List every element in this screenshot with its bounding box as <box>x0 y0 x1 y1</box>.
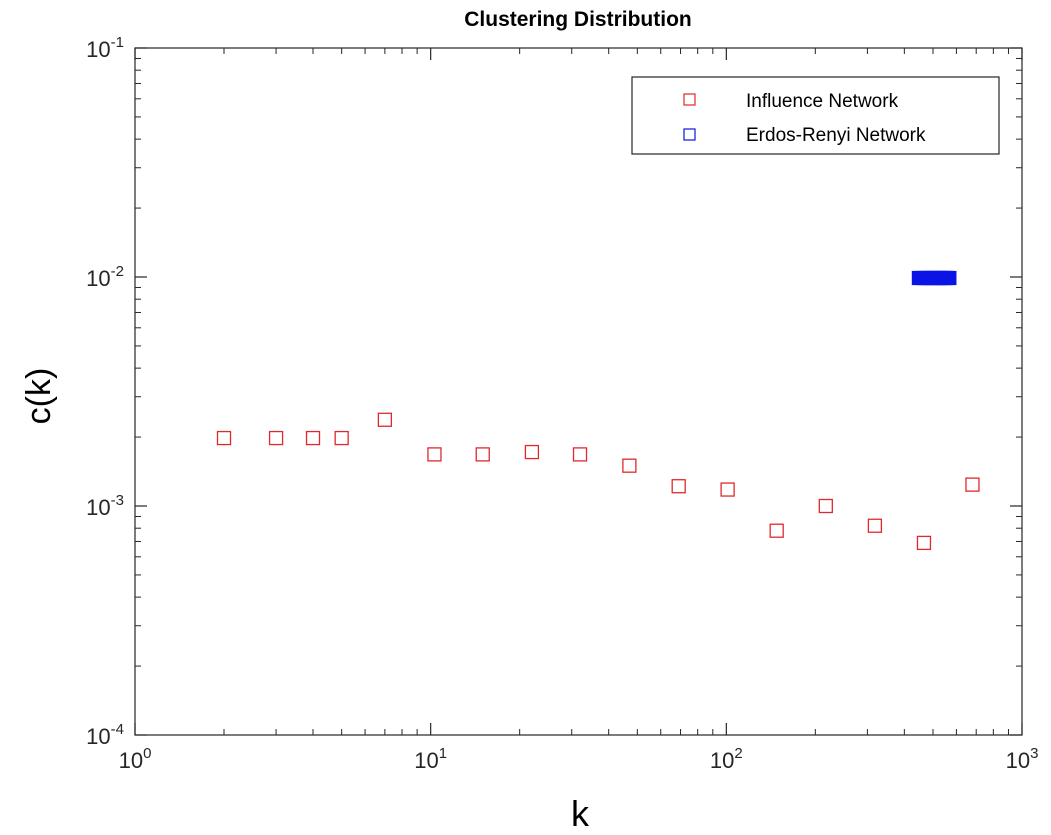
influence-network-point <box>377 412 393 427</box>
influence-network-point <box>268 430 284 446</box>
influence-network-point <box>965 477 980 492</box>
x-tick-label: 103 <box>1006 745 1039 773</box>
chart-title: Clustering Distribution <box>464 8 692 31</box>
legend: Influence Network Erdos-Renyi Network <box>631 76 1000 155</box>
x-tick-label: 100 <box>119 745 152 773</box>
influence-network-point <box>622 458 637 473</box>
influence-network-point <box>524 444 540 460</box>
influence-network-point <box>818 498 833 514</box>
legend-marker-erdos-renyi <box>683 128 696 141</box>
erdos-renyi-point <box>942 270 957 286</box>
influence-network-point <box>769 523 784 538</box>
influence-network-point <box>916 535 932 551</box>
legend-marker-influence <box>683 93 696 106</box>
y-axis-label: c(k) <box>20 368 58 425</box>
legend-label-erdos-renyi: Erdos-Renyi Network <box>746 125 926 146</box>
x-tick-label: 102 <box>710 745 743 773</box>
influence-network-point <box>572 447 588 462</box>
y-tick-label: 10-1 <box>86 34 124 62</box>
influence-network-point <box>305 430 321 446</box>
plot-area <box>134 47 1023 736</box>
influence-network-point <box>334 430 349 446</box>
axis-ticks <box>134 47 1023 736</box>
influence-network-point <box>216 430 232 446</box>
x-axis-label: k <box>571 793 590 834</box>
y-tick-label: 10-3 <box>86 492 124 520</box>
influence-network-point <box>671 479 686 494</box>
y-tick-label: 10-2 <box>86 263 124 291</box>
data-marks <box>216 270 980 551</box>
legend-box <box>631 76 1000 155</box>
influence-network-point <box>867 518 883 533</box>
y-tick-label: 10-4 <box>86 721 124 749</box>
y-tick-labels: 10-4 10-3 10-2 10-1 <box>86 34 124 749</box>
influence-network-point <box>427 447 442 462</box>
influence-network-point <box>475 447 490 462</box>
x-tick-label: 101 <box>414 745 447 773</box>
legend-label-influence: Influence Network <box>746 91 899 112</box>
influence-network-point <box>720 482 735 497</box>
x-tick-labels: 100 101 102 103 <box>119 745 1039 773</box>
